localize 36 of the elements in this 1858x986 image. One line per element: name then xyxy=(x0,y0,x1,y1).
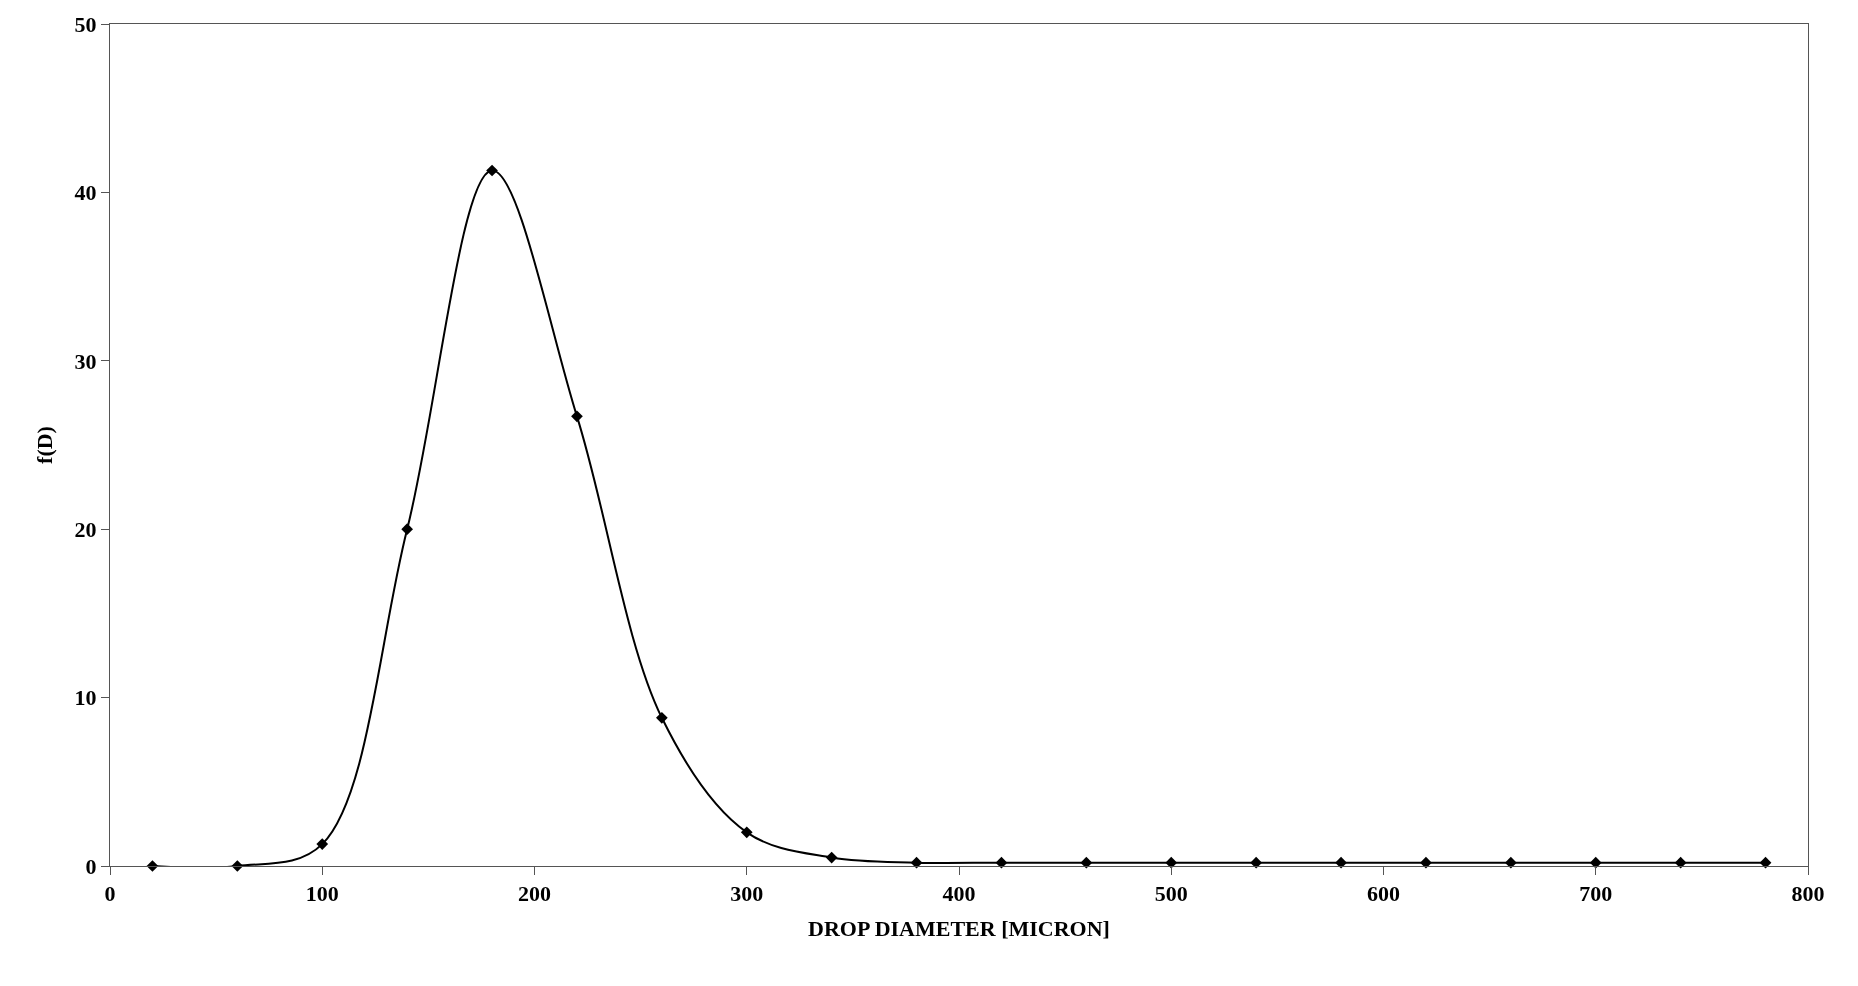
x-tick-label: 300 xyxy=(730,881,764,907)
point xyxy=(656,711,668,724)
y-tick-label: 20 xyxy=(74,516,97,542)
y-axis-title: f(D) xyxy=(32,426,58,464)
point xyxy=(825,851,838,864)
y-tick-label: 0 xyxy=(85,853,97,879)
point xyxy=(1335,856,1347,869)
x-tick-label: 700 xyxy=(1579,881,1613,907)
x-tick-label: 100 xyxy=(305,881,339,907)
point xyxy=(1250,856,1262,869)
x-axis-title: DROP DIAMETER [MICRON] xyxy=(808,916,1110,942)
point xyxy=(1165,856,1178,869)
x-tick-label: 0 xyxy=(104,881,116,907)
x-tick-label: 400 xyxy=(942,881,976,907)
y-tick-label: 10 xyxy=(74,685,97,711)
point xyxy=(486,164,498,177)
point xyxy=(740,826,753,839)
point xyxy=(1420,856,1432,869)
y-tick-label: 40 xyxy=(74,180,97,206)
y-tick-label: 50 xyxy=(74,11,97,37)
x-tick-label: 200 xyxy=(518,881,551,907)
y-tick-label: 30 xyxy=(74,348,97,374)
point xyxy=(316,838,329,850)
point xyxy=(910,856,923,869)
x-tick-label: 600 xyxy=(1367,881,1400,907)
point xyxy=(1505,856,1517,869)
point xyxy=(146,860,159,872)
x-tick-label: 500 xyxy=(1154,881,1188,907)
point xyxy=(401,523,413,536)
point xyxy=(995,856,1008,869)
point xyxy=(1759,856,1772,869)
point xyxy=(1674,856,1687,869)
point xyxy=(571,410,583,423)
point xyxy=(1589,856,1602,869)
point xyxy=(1080,856,1093,869)
x-tick-label: 800 xyxy=(1791,881,1825,907)
